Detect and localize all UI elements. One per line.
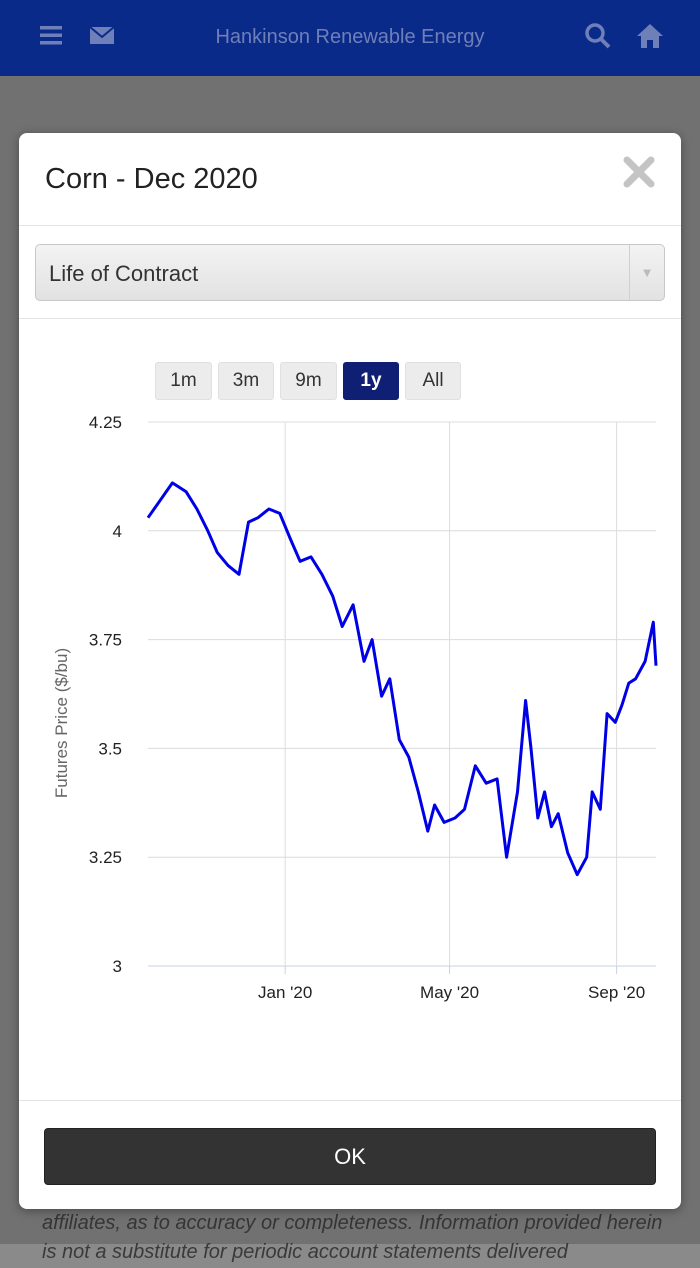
range-9m-button[interactable]: 9m	[280, 362, 337, 400]
x-tick-label: May '20	[420, 983, 479, 1002]
y-axis-ticks: 4.25 4 3.75 3.5 3.25 3	[89, 413, 122, 976]
y-tick-label: 3	[113, 957, 122, 976]
y-axis-label: Futures Price ($/bu)	[52, 648, 71, 798]
contract-period-select[interactable]: Life of Contract ▼	[35, 244, 665, 301]
modal-title: Corn - Dec 2020	[45, 163, 258, 195]
select-value: Life of Contract	[49, 261, 199, 286]
y-tick-label: 3.5	[98, 739, 122, 758]
select-divider	[19, 318, 681, 319]
chevron-down-icon: ▼	[629, 245, 664, 300]
x-tick-label: Jan '20	[258, 983, 312, 1002]
app-title: Hankinson Renewable Energy	[215, 26, 485, 48]
range-1y-button[interactable]: 1y	[343, 362, 399, 400]
y-tick-label: 3.25	[89, 848, 122, 867]
y-tick-label: 3.75	[89, 631, 122, 650]
app-header: Hankinson Renewable Energy	[0, 0, 700, 76]
modal-backdrop[interactable]: Corn - Dec 2020 Life of Contract ▼ 1m 3m…	[0, 76, 700, 1244]
chart-modal: Corn - Dec 2020 Life of Contract ▼ 1m 3m…	[19, 133, 681, 1209]
header-divider	[19, 225, 681, 226]
range-3m-button[interactable]: 3m	[218, 362, 274, 400]
envelope-icon[interactable]	[88, 22, 118, 52]
hamburger-menu-icon[interactable]	[38, 22, 68, 52]
range-all-button[interactable]: All	[405, 362, 461, 400]
price-series-line	[146, 481, 658, 877]
footer-divider	[19, 1100, 681, 1101]
chart-grid	[148, 421, 656, 967]
x-axis-ticks: Jan '20 May '20 Sep '20	[258, 966, 645, 1002]
range-1m-button[interactable]: 1m	[155, 362, 212, 400]
search-icon[interactable]	[584, 22, 614, 52]
y-tick-label: 4.25	[89, 413, 122, 432]
y-tick-label: 4	[113, 522, 122, 541]
ok-button[interactable]: OK	[44, 1128, 656, 1185]
home-icon[interactable]	[636, 22, 666, 52]
close-icon[interactable]	[623, 155, 655, 195]
x-tick-label: Sep '20	[588, 983, 645, 1002]
